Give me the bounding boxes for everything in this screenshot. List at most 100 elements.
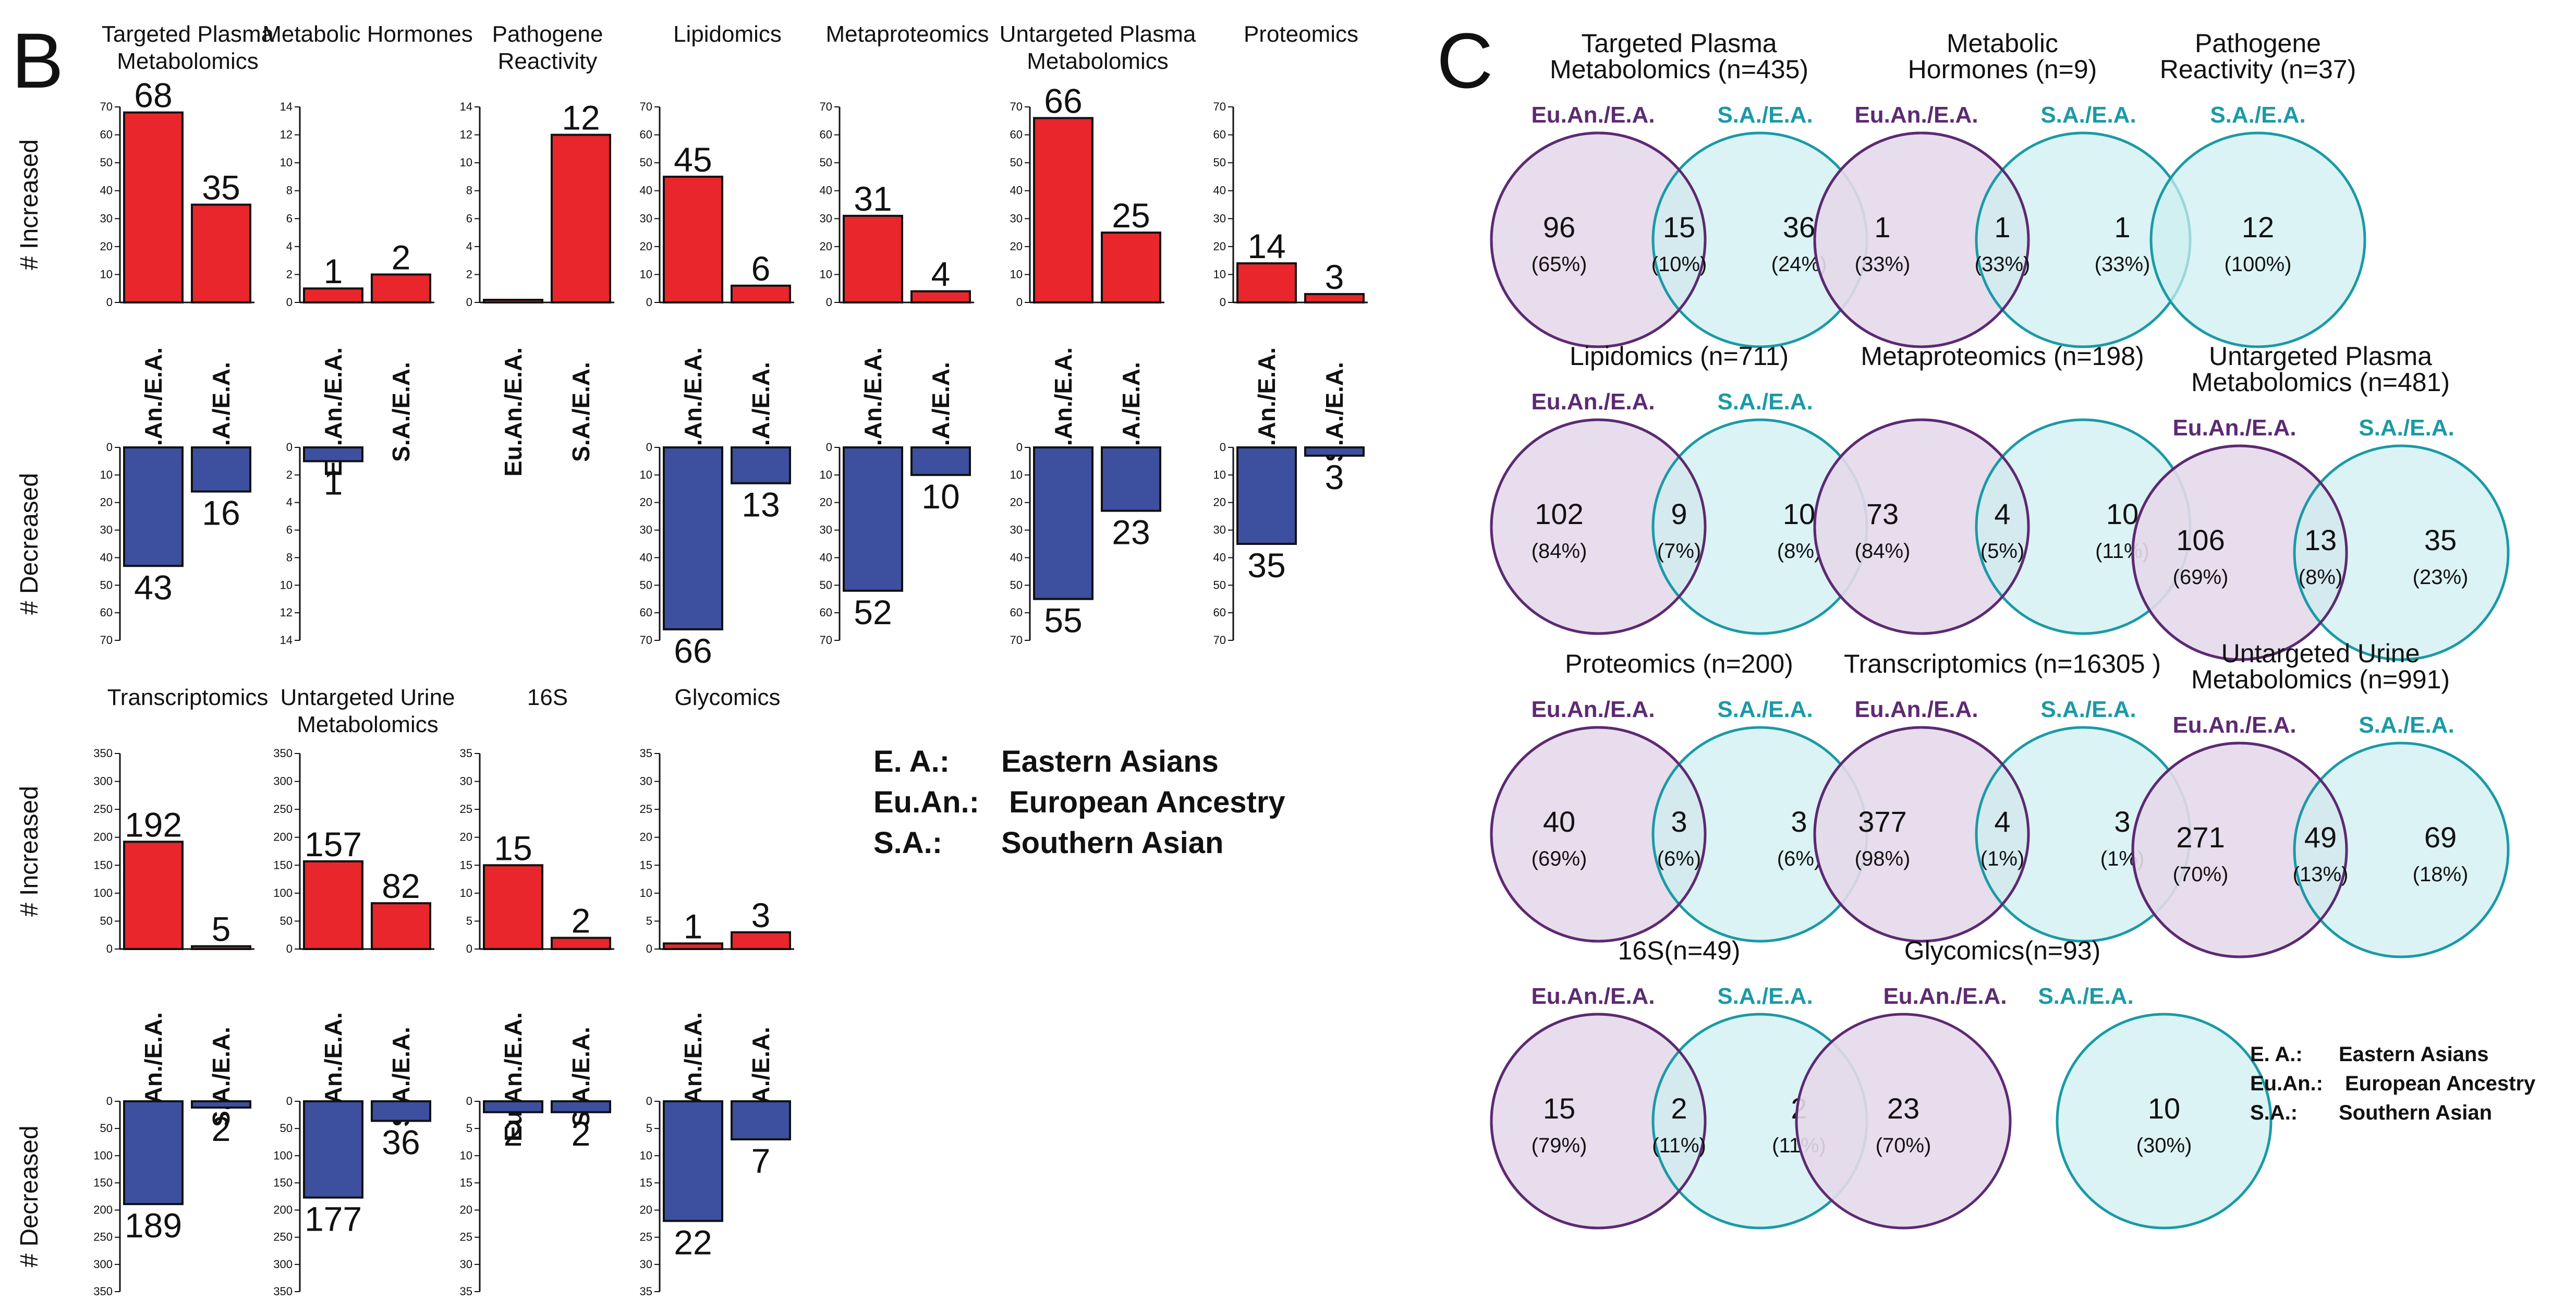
bar-value-label: 177 xyxy=(305,1200,362,1238)
venn-right-count: 12 xyxy=(2242,211,2274,244)
tick-label: 50 xyxy=(100,156,113,169)
venn-circle-sa xyxy=(2149,131,2366,348)
venn-overlap-count: 9 xyxy=(1671,497,1687,530)
y-axis-title-decreased: # Decreased xyxy=(16,1125,43,1267)
venn-left-label: Eu.An./E.A. xyxy=(1854,697,1978,722)
bar-value-label: 68 xyxy=(134,76,172,115)
legend-full: Eastern Asians xyxy=(1001,745,1219,779)
venn-title: Lipidomics (n=711) xyxy=(1570,342,1789,371)
bar-decreased xyxy=(910,446,971,476)
venn-left-label: Eu.An./E.A. xyxy=(1531,102,1655,128)
tick-label: 20 xyxy=(1213,240,1226,253)
venn-left-percent: (70%) xyxy=(2173,863,2229,886)
bar-value-label: 12 xyxy=(562,99,600,137)
legend-full: Southern Asian xyxy=(2339,1101,2492,1124)
tick-label: 15 xyxy=(640,858,652,871)
tick-label: 70 xyxy=(820,100,832,113)
tick-label: 10 xyxy=(640,886,652,899)
bar-value-label: 4 xyxy=(931,255,951,294)
bar-decreased xyxy=(191,446,251,493)
bar-value-label: 15 xyxy=(494,829,532,867)
tick-label: 10 xyxy=(1010,468,1023,481)
bar-value-label: 35 xyxy=(202,168,240,207)
chart-title: Metabolomics xyxy=(1027,48,1168,74)
tick-label: 2 xyxy=(286,468,293,481)
bar-decreased xyxy=(1101,446,1161,512)
tick-label: 0 xyxy=(106,1095,113,1108)
venn-title: Reactivity (n=37) xyxy=(2160,55,2356,84)
tick-label: 0 xyxy=(646,441,652,454)
tick-label: 5 xyxy=(646,1122,652,1135)
venn-right-label: S.A./E.A. xyxy=(2040,697,2136,722)
tick-label: 250 xyxy=(93,803,113,816)
tick-label: 10 xyxy=(820,468,832,481)
bar-increased xyxy=(483,864,543,951)
tick-label: 10 xyxy=(640,268,652,281)
bar-decreased xyxy=(663,446,723,630)
tick-label: 30 xyxy=(640,775,652,788)
bar-increased xyxy=(371,273,431,304)
bar-value-label: 45 xyxy=(674,140,712,179)
bar-increased xyxy=(1033,117,1093,304)
category-label: S.A./E.A. xyxy=(387,362,415,462)
tick-label: 0 xyxy=(466,942,472,955)
tick-label: 40 xyxy=(640,551,652,564)
tick-label: 250 xyxy=(273,803,293,816)
tick-label: 300 xyxy=(93,1258,113,1271)
venn-title: Metabolomics (n=481) xyxy=(2191,368,2450,397)
tick-label: 250 xyxy=(273,1231,293,1244)
venn-right-label: S.A./E.A. xyxy=(1717,983,1813,1009)
bar-value-label: 43 xyxy=(134,568,172,606)
tick-label: 0 xyxy=(466,296,472,309)
venn-left-count: 271 xyxy=(2176,821,2225,854)
tick-label: 6 xyxy=(286,524,293,537)
venn-circle-euan xyxy=(1795,1013,2012,1230)
tick-label: 60 xyxy=(100,606,113,619)
venn-circle-euan-outline xyxy=(1490,1013,1707,1230)
venn-overlap-count: 2 xyxy=(1671,1092,1687,1125)
tick-label: 20 xyxy=(1010,240,1023,253)
legend-full: European Ancestry xyxy=(2345,1072,2536,1095)
tick-label: 8 xyxy=(466,184,472,197)
venn-right-label: S.A./E.A. xyxy=(2359,712,2454,738)
venn-left-percent: (79%) xyxy=(1532,1134,1587,1157)
bar-chart-5: Metaproteomics010203040506070314Eu.An./E… xyxy=(820,21,989,647)
bar-decreased xyxy=(303,446,363,463)
tick-label: 25 xyxy=(460,1231,472,1244)
chart-title: Metabolomics xyxy=(117,48,258,74)
venn-overlap-percent: (7%) xyxy=(1657,540,1701,563)
chart-title: Metabolic Hormones xyxy=(262,21,473,47)
legend-full: Eastern Asians xyxy=(2339,1043,2489,1066)
venn-left-label: Eu.An./E.A. xyxy=(2172,415,2296,441)
tick-label: 60 xyxy=(640,128,652,141)
bar-value-label: 192 xyxy=(125,805,182,844)
tick-label: 20 xyxy=(640,496,652,509)
venn-title: Untargeted Plasma xyxy=(2209,342,2432,371)
tick-label: 20 xyxy=(820,240,832,253)
tick-label: 25 xyxy=(640,1231,652,1244)
bar-increased xyxy=(123,111,184,303)
category-label: S.A./E.A. xyxy=(747,362,774,462)
bar-decreased xyxy=(191,1100,251,1109)
tick-label: 40 xyxy=(820,551,832,564)
bar-chart-8: Transcriptomics0501001502002503003501925… xyxy=(16,685,268,1298)
tick-label: 350 xyxy=(273,747,293,760)
tick-label: 0 xyxy=(646,942,652,955)
venn-title: Metabolic xyxy=(1947,29,2058,58)
bar-decreased xyxy=(123,446,184,567)
tick-label: 50 xyxy=(1213,578,1226,591)
venn-overlap-percent: (11%) xyxy=(1652,1134,1706,1157)
tick-label: 350 xyxy=(93,1285,113,1298)
venn-left-label: Eu.An./E.A. xyxy=(1531,697,1655,722)
venn-title: Metaproteomics (n=198) xyxy=(1861,342,2144,371)
venn-title: Metabolomics (n=991) xyxy=(2191,665,2450,694)
legend-abbr: E. A.: xyxy=(873,745,950,779)
venn-overlap-percent: (10%) xyxy=(1651,253,1707,276)
tick-label: 50 xyxy=(100,578,113,591)
tick-label: 70 xyxy=(640,634,652,647)
tick-label: 25 xyxy=(640,803,652,816)
venn-right-count: 10 xyxy=(2148,1092,2180,1125)
